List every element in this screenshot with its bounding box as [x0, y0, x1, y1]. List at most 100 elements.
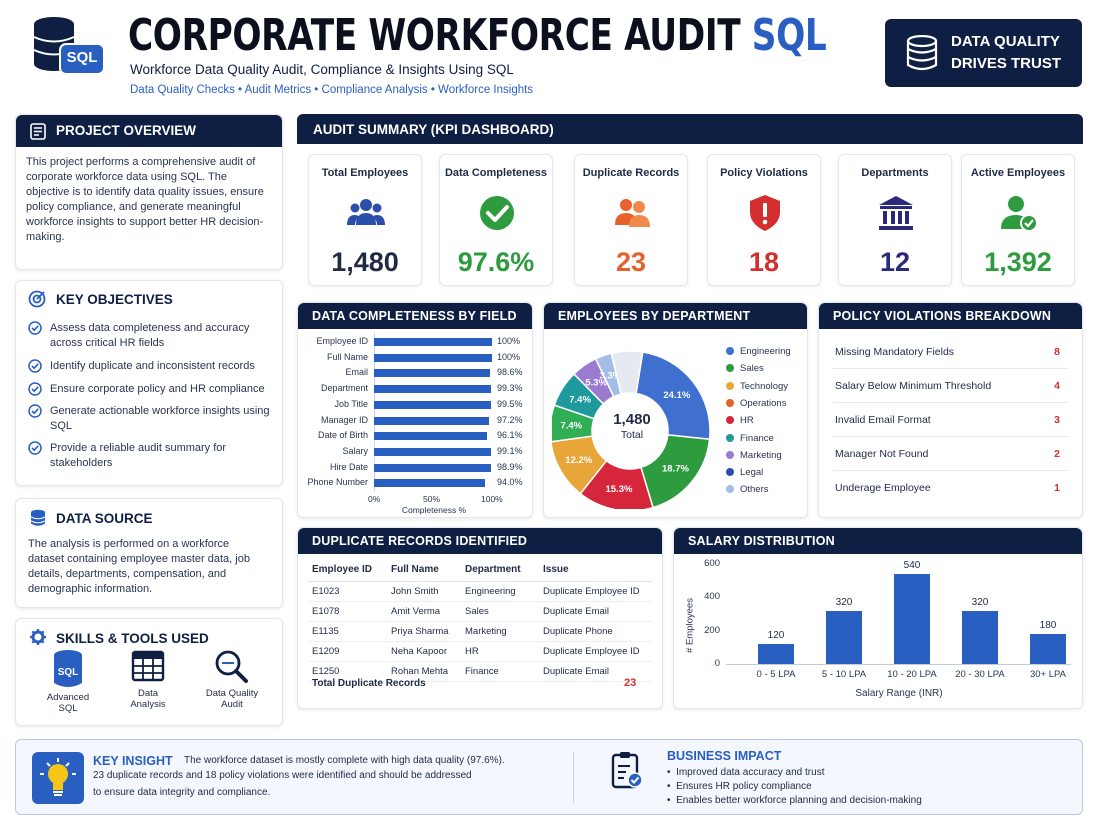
- kpi-label: Policy Violations: [720, 167, 808, 179]
- objective-text: Provide a reliable audit summary for sta…: [50, 442, 227, 469]
- table-row: E1135 Priya Sharma Marketing Duplicate Phon…: [308, 621, 652, 642]
- kpi-value: 1,480: [331, 247, 399, 277]
- impact-item-text: Enables better workforce planning and de…: [676, 795, 922, 806]
- kpi-label: Data Completeness: [444, 167, 548, 179]
- completeness-bar: [374, 416, 489, 425]
- kpi-card-departments: Departments 12: [838, 154, 952, 286]
- legend-label: Operations: [740, 397, 787, 409]
- impact-item: • Ensures HR policy compliance: [667, 781, 812, 792]
- impact-item-text: Improved data accuracy and trust: [676, 767, 825, 778]
- violation-count: 1: [1054, 482, 1060, 494]
- slice-label: 18.7%: [662, 464, 689, 475]
- legend-swatch: [726, 347, 734, 355]
- table-icon: [131, 650, 165, 682]
- svg-text:SQL: SQL: [58, 667, 79, 678]
- kpi-label: Active Employees: [970, 167, 1066, 179]
- completeness-chart-title: DATA COMPLETENESS BY FIELD: [298, 303, 532, 329]
- tool-advanced-sql: SQL Advanced SQL: [28, 649, 108, 714]
- duplicate-records-panel: DUPLICATE RECORDS IDENTIFIED Employee ID…: [297, 527, 663, 709]
- completeness-bar: [374, 447, 491, 456]
- tag-item: Data Quality Checks: [130, 84, 235, 96]
- salary-bar: [826, 610, 862, 664]
- kpi-card-duplicate-records: Duplicate Records 23: [574, 154, 688, 286]
- kpi-dashboard: AUDIT SUMMARY (KPI DASHBOARD) Total Empl…: [297, 114, 1083, 294]
- legend-label: Marketing: [740, 449, 782, 461]
- legend-item: Sales: [726, 363, 764, 374]
- objective-text: Ensure corporate policy and HR complianc…: [50, 383, 265, 395]
- kpi-value: 97.6%: [457, 247, 535, 277]
- category-label: Manager ID: [320, 414, 368, 425]
- overview-header: PROJECT OVERVIEW: [16, 115, 282, 147]
- table-cell: E1078: [308, 601, 387, 622]
- completeness-bar: [374, 463, 491, 472]
- tool-label: Analysis: [130, 699, 166, 710]
- legend-item: Technology: [726, 381, 788, 392]
- value-label: 98.6%: [497, 367, 523, 378]
- category-label: Phone Number: [307, 477, 368, 488]
- category-label: 20 - 30 LPA: [955, 669, 1005, 680]
- legend-item: Engineering: [726, 346, 791, 357]
- table-cell: Duplicate Email: [539, 661, 652, 682]
- column-header: Issue: [539, 558, 652, 582]
- target-icon: [28, 290, 46, 308]
- x-tick: 100%: [481, 494, 503, 504]
- kpi-value: 23: [615, 247, 647, 277]
- kpi-card-data-completeness: Data Completeness 97.6%: [439, 154, 553, 286]
- column-header: Department: [461, 558, 539, 582]
- legend-swatch: [726, 398, 734, 407]
- legend-item: HR: [726, 415, 754, 426]
- kpi-value: 1,392: [984, 247, 1052, 277]
- violation-label: Underage Employee: [835, 482, 931, 494]
- category-label: 10 - 20 LPA: [887, 669, 937, 680]
- violation-label: Missing Mandatory Fields: [835, 346, 955, 358]
- objective-text: Identify duplicate and inconsistent reco…: [50, 360, 255, 372]
- table-cell: Duplicate Email: [539, 601, 652, 622]
- completeness-bar: [374, 385, 492, 394]
- department-donut-chart: 24.1% 18.7% 15.3% 12.2% 7.4% 7.4% 5.3%3.3%: [552, 350, 711, 509]
- badge-line-1: DATA QUALITY: [951, 33, 1060, 50]
- table-cell: E1209: [308, 641, 387, 662]
- category-label: 0 - 5 LPA: [756, 669, 796, 680]
- table-cell: Priya Sharma: [387, 621, 461, 642]
- table-cell: Rohan Mehta: [387, 661, 461, 682]
- project-overview-panel: PROJECT OVERVIEW This project performs a…: [15, 114, 283, 270]
- kpi-value: 18: [748, 247, 780, 277]
- x-tick: 50%: [423, 494, 441, 504]
- completeness-chart-panel: DATA COMPLETENESS BY FIELD 0% 50% 100% C…: [297, 302, 533, 518]
- total-duplicates-label: Total Duplicate Records: [312, 678, 426, 689]
- legend-item: Operations: [726, 398, 786, 409]
- title-accent: SQL: [751, 10, 827, 61]
- legend-swatch: [726, 364, 734, 373]
- building-icon: [879, 196, 913, 230]
- tool-label: Advanced: [46, 692, 90, 703]
- value-label: 94.0%: [497, 477, 523, 488]
- legend-item: Finance: [726, 433, 774, 444]
- donut-center-label: Total: [620, 429, 644, 441]
- tool-label: SQL: [58, 703, 78, 714]
- legend-label: Sales: [740, 363, 764, 375]
- bar-value-label: 540: [903, 560, 921, 571]
- title-main: CORPORATE WORKFORCE AUDIT: [128, 10, 741, 61]
- category-label: Date of Birth: [317, 430, 368, 441]
- violation-row: Manager Not Found 2: [833, 437, 1068, 471]
- badge-line-2: DRIVES TRUST: [951, 55, 1062, 72]
- value-label: 99.3%: [497, 383, 523, 394]
- category-label: Department: [320, 383, 368, 394]
- violation-row: Missing Mandatory Fields 8: [833, 335, 1068, 369]
- salary-bar: [1030, 634, 1066, 664]
- table-cell: Finance: [461, 661, 539, 682]
- total-duplicates-value: 23: [624, 677, 637, 689]
- completeness-bar: [374, 400, 492, 409]
- data-source-panel: DATA SOURCE The analysis is performed on…: [15, 498, 283, 608]
- table-cell: Marketing: [461, 621, 539, 642]
- duplicates-table: Employee ID Full Name Department Issue E…: [308, 558, 652, 682]
- tag-item: Compliance Analysis: [321, 84, 428, 96]
- table-row: E1078 Amit Verma Sales Duplicate Email: [308, 601, 652, 622]
- y-tick: 0: [714, 658, 720, 669]
- salary-chart-title: SALARY DISTRIBUTION: [674, 528, 1082, 554]
- tool-data-analysis: Data Analysis: [108, 649, 188, 710]
- magnifier-icon: [215, 650, 248, 683]
- violation-label: Manager Not Found: [835, 448, 929, 460]
- legend-swatch: [726, 450, 734, 459]
- value-label: 98.9%: [497, 461, 523, 472]
